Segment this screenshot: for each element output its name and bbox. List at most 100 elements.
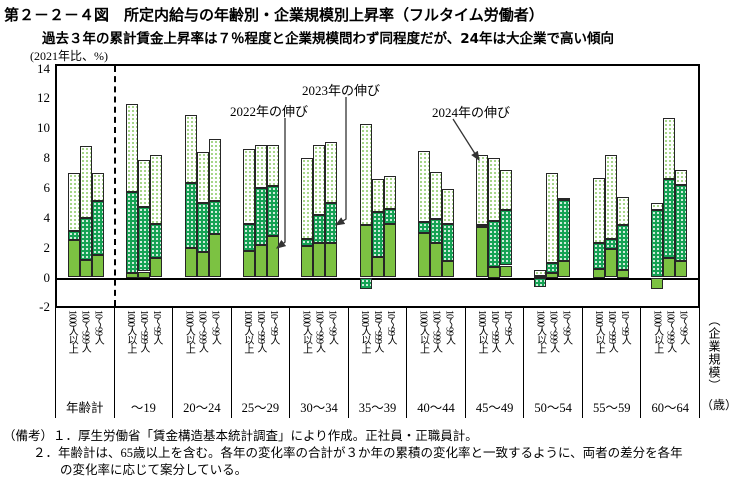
figure-subtitle: 過去３年の累計賃金上昇率は７％程度と企業規模問わず同程度だが、24年は大企業で高… bbox=[42, 31, 615, 47]
bar-segment-20～24-10～99人-2023年の伸び bbox=[208, 201, 221, 235]
right-axis-label: （企業規模） bbox=[707, 314, 721, 392]
annotation-2023: 2023年の伸び bbox=[302, 83, 381, 98]
x-group-cell-50～54: 1000人以上 100～999人 10～99人 50～54 bbox=[523, 308, 582, 418]
bar-segment-35～39-10～99人-2024年の伸び bbox=[383, 176, 396, 209]
zero-axis-line bbox=[57, 277, 698, 280]
note-line-3: の変化率に応じて案分している。 bbox=[60, 463, 248, 477]
bar-segment-60～64-100～999人-2023年の伸び bbox=[662, 179, 675, 259]
company-size-labels: 1000人以上 100～999人 10～99人 bbox=[417, 310, 456, 392]
age-group-label: 年齢計 bbox=[66, 401, 104, 415]
bar-segment-35～39-100～999人-2023年の伸び bbox=[371, 211, 384, 257]
bar-segment-35～39-1000人以上-2023年の伸び bbox=[359, 277, 372, 290]
age-total-separator-dashed-line bbox=[114, 66, 117, 306]
bar-segment-～19-1000人以上-2024年の伸び bbox=[126, 104, 139, 193]
bar-segment-45～49-10～99人-2023年の伸び bbox=[500, 210, 512, 266]
company-size-label: 100～999人 bbox=[664, 310, 676, 352]
bar-segment-～19-100～999人-2022年の伸び bbox=[138, 271, 151, 278]
company-size-label: 100～999人 bbox=[547, 310, 559, 352]
bar-segment-40～44-1000人以上-2022年の伸び bbox=[417, 232, 430, 278]
bar-segment-20～24-10～99人-2024年の伸び bbox=[208, 138, 221, 202]
company-size-labels: 1000人以上 100～999人 10～99人 bbox=[65, 310, 104, 392]
annotation-2022: 2022年の伸び bbox=[230, 104, 309, 119]
company-size-labels: 1000人以上 100～999人 10～99人 bbox=[475, 310, 514, 392]
bar-segment-60～64-1000人以上-2024年の伸び bbox=[650, 202, 663, 211]
x-group-cell-年齢計: 1000人以上 100～999人 10～99人年齢計 bbox=[55, 308, 114, 418]
bar-segment-20～24-100～999人-2024年の伸び bbox=[196, 152, 209, 203]
bar-segment-30～34-10～99人-2024年の伸び bbox=[325, 141, 338, 203]
bar-segment-55～59-1000人以上-2023年の伸び bbox=[592, 243, 605, 269]
bar-segment-35～39-10～99人-2023年の伸び bbox=[383, 208, 396, 224]
company-size-label: 10～99人 bbox=[619, 310, 631, 344]
bar-segment-50～54-10～99人-2024年の伸び bbox=[558, 198, 571, 201]
company-size-label: 10～99人 bbox=[560, 310, 572, 344]
company-size-label: 100～999人 bbox=[430, 310, 442, 352]
bar-segment-年齢計-10～99人-2024年の伸び bbox=[92, 173, 105, 202]
company-size-label: 100～999人 bbox=[137, 310, 149, 352]
bar-segment-40～44-100～999人-2023年の伸び bbox=[429, 219, 442, 244]
bar-segment-35～39-10～99人-2022年の伸び bbox=[383, 223, 396, 278]
bar-segment-55～59-100～999人-2023年の伸び bbox=[604, 238, 617, 250]
bar-segment-35～39-1000人以上-2022年の伸び bbox=[359, 225, 372, 278]
company-size-labels: 1000人以上 100～999人 10～99人 bbox=[592, 310, 631, 392]
bar-segment-30～34-1000人以上-2024年の伸び bbox=[301, 158, 314, 239]
bar-segment-45～49-10～99人-2022年の伸び bbox=[500, 265, 512, 278]
bar-segment-60～64-10～99人-2024年の伸び bbox=[674, 170, 687, 185]
company-size-label: 1000人以上 bbox=[300, 310, 312, 353]
company-size-label: 10～99人 bbox=[267, 310, 279, 344]
figure-title: 第２－２－４図 所定内給与の年齢別・企業規模別上昇率（フルタイム労働者） bbox=[4, 6, 544, 24]
age-group-label: 25～29 bbox=[241, 401, 280, 415]
company-size-label: 10～99人 bbox=[443, 310, 455, 344]
bar-segment-20～24-100～999人-2023年の伸び bbox=[196, 202, 209, 253]
company-size-label: 10～99人 bbox=[385, 310, 396, 344]
company-size-labels: 1000人以上 100～999人 10～99人 bbox=[651, 310, 690, 392]
bar-segment-50～54-100～999人-2023年の伸び bbox=[546, 262, 559, 274]
company-size-label: 1000人以上 bbox=[183, 310, 195, 353]
company-size-label: 100～999人 bbox=[489, 310, 501, 352]
company-size-labels: 1000人以上 100～999人 10～99人 bbox=[182, 310, 221, 392]
y-tick-4: 4 bbox=[43, 209, 51, 225]
bar-segment-25～29-1000人以上-2023年の伸び bbox=[243, 223, 255, 251]
company-size-label: 1000人以上 bbox=[651, 310, 663, 353]
bar-segment-60～64-10～99人-2023年の伸び bbox=[674, 184, 687, 261]
company-size-label: 100～999人 bbox=[313, 310, 325, 352]
x-group-cell-20～24: 1000人以上 100～999人 10～99人 20～24 bbox=[172, 308, 231, 418]
company-size-label: 1000人以上 bbox=[417, 310, 429, 353]
company-size-label: 100～999人 bbox=[196, 310, 208, 352]
company-size-label: 1000人以上 bbox=[476, 310, 488, 353]
bar-segment-25～29-100～999人-2022年の伸び bbox=[255, 244, 267, 278]
bar-segment-30～34-10～99人-2022年の伸び bbox=[325, 243, 338, 278]
bar-segment-20～24-100～999人-2022年の伸び bbox=[196, 252, 209, 278]
bar-segment-50～54-10～99人-2022年の伸び bbox=[558, 261, 571, 278]
bar-segment-40～44-10～99人-2024年の伸び bbox=[441, 189, 454, 224]
bar-segment-60～64-10～99人-2022年の伸び bbox=[674, 261, 687, 278]
bar-segment-年齢計-100～999人-2022年の伸び bbox=[80, 259, 93, 278]
bar-segment-55～59-10～99人-2022年の伸び bbox=[616, 270, 629, 278]
company-size-label: 10～99人 bbox=[502, 310, 514, 344]
bar-segment-年齢計-10～99人-2022年の伸び bbox=[92, 255, 105, 278]
y-axis-unit-label: (2021年比、%) bbox=[30, 49, 108, 63]
y-tick-6: 6 bbox=[43, 179, 51, 195]
bar-segment-年齢計-100～999人-2024年の伸び bbox=[80, 146, 93, 218]
company-size-label: 10～99人 bbox=[92, 310, 104, 344]
bar-segment-20～24-10～99人-2022年の伸び bbox=[208, 234, 221, 278]
bar-segment-30～34-1000人以上-2022年の伸び bbox=[301, 246, 314, 278]
y-tick-12: 12 bbox=[37, 90, 50, 106]
bar-segment-40～44-10～99人-2023年の伸び bbox=[441, 223, 454, 262]
age-group-label: 55～59 bbox=[592, 401, 631, 415]
bar-segment-25～29-10～99人-2023年の伸び bbox=[267, 186, 279, 236]
y-tick-10: 10 bbox=[37, 120, 50, 136]
bar-segment-40～44-100～999人-2022年の伸び bbox=[429, 243, 442, 278]
bar-segment-30～34-100～999人-2023年の伸び bbox=[313, 214, 326, 244]
company-size-label: 10～99人 bbox=[209, 310, 221, 344]
x-group-cell-40～44: 1000人以上 100～999人 10～99人 40～44 bbox=[406, 308, 465, 418]
bar-segment-45～49-1000人以上-2023年の伸び bbox=[476, 225, 488, 228]
bar-segment-45～49-100～999人-2024年の伸び bbox=[488, 158, 500, 221]
bar-segment-年齢計-1000人以上-2023年の伸び bbox=[68, 231, 81, 241]
bar-segment-～19-10～99人-2023年の伸び bbox=[150, 223, 163, 259]
company-size-labels: 1000人以上 100～999人 10～99人 bbox=[124, 310, 163, 392]
x-group-cell-55～59: 1000人以上 100～999人 10～99人 55～59 bbox=[581, 308, 641, 418]
company-size-labels: 1000人以上 100～999人 10～99人 bbox=[534, 310, 573, 392]
age-group-label: 40～44 bbox=[417, 401, 455, 415]
x-group-cell-35～39: 1000人以上 100～999人 10～99人 35～39 bbox=[347, 308, 407, 418]
x-axis-label-table: 1000人以上 100～999人 10～99人 年齢計 1000人以上 100～999人 1… bbox=[55, 308, 701, 418]
